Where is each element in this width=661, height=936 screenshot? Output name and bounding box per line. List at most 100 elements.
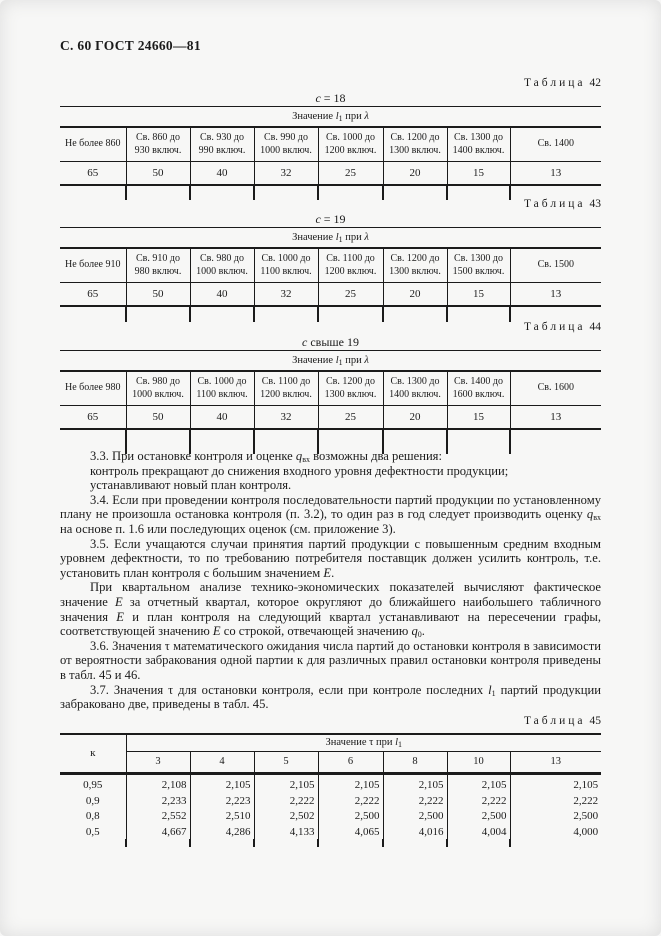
table-header-row: Не более 910 Св. 910 до 980 включ. Св. 9… xyxy=(60,248,602,283)
column-stub xyxy=(382,838,384,847)
paragraph-3-4: 3.4. Если при проведении контроля послед… xyxy=(60,492,601,536)
tau-cell: 2,108 xyxy=(125,773,190,794)
table-value-row: 65 50 40 32 25 20 15 13 xyxy=(60,405,602,430)
table-43: Значение l1 при λ Не более 910 Св. 910 д… xyxy=(60,227,602,322)
column-stub xyxy=(446,429,448,454)
table-header-row: Не более 980 Св. 980 до 1000 включ. Св. … xyxy=(60,371,602,406)
column-stub xyxy=(446,838,448,847)
column-header-cell: Св. 1000 до 1100 включ. xyxy=(189,371,254,406)
tau-cell: 4,065 xyxy=(317,824,383,840)
l1-lambda-table: Значение l1 при λ Не более 980 Св. 980 д… xyxy=(60,350,602,430)
kappa-cell: 0,9 xyxy=(85,794,100,807)
paragraph-3-3: 3.3. При остановке контроля и оценке qвх… xyxy=(90,449,442,464)
column-stub xyxy=(509,306,511,322)
tau-cell: 4,016 xyxy=(382,824,447,840)
span-header-cell: Значение τ при l1 xyxy=(126,732,602,752)
value-cell: 32 xyxy=(253,161,318,186)
table-row: 0,95 2,108 2,105 2,105 2,105 2,105 2,105… xyxy=(60,773,602,794)
column-stub xyxy=(189,306,191,322)
tau-cell: 2,500 xyxy=(317,808,383,825)
value-cell: 13 xyxy=(509,161,602,186)
table-condition-c19: с = 19 xyxy=(315,212,346,226)
column-header-cell: Св. 990 до 1000 включ. xyxy=(253,127,318,162)
value-cell: 25 xyxy=(317,405,383,430)
column-header-cell: Св. 1200 до 1300 включ. xyxy=(317,371,383,406)
column-header-cell: Св. 1400 xyxy=(509,127,602,162)
column-stub xyxy=(125,429,127,454)
table-condition-c-over-19: с свыше 19 xyxy=(302,335,359,349)
column-stub xyxy=(382,185,384,200)
paragraph-3-5-quarterly: При квартальном анализе технико-экономич… xyxy=(60,580,601,640)
column-header-cell: Св. 860 до 930 включ. xyxy=(125,127,190,162)
column-stub xyxy=(509,185,511,200)
value-cell: 40 xyxy=(189,282,254,307)
span-header-cell: Значение l1 при λ xyxy=(60,106,602,128)
tau-cell: 2,233 xyxy=(125,793,190,809)
tau-table: к Значение τ при l1 3 4 5 6 8 10 13 0,95… xyxy=(60,732,602,840)
tau-cell: 2,105 xyxy=(253,773,318,794)
column-stub xyxy=(125,838,127,847)
column-stub xyxy=(382,429,384,454)
tau-cell: 4,667 xyxy=(125,824,190,840)
table-caption-number: 44 xyxy=(589,321,602,333)
column-header-cell: 5 xyxy=(253,751,318,775)
paragraph-3-6: 3.6. Значения τ математического ожидания… xyxy=(60,638,601,682)
column-stub xyxy=(317,429,319,454)
column-stub xyxy=(253,429,255,454)
tau-cell: 2,500 xyxy=(382,808,447,825)
tau-cell: 4,286 xyxy=(189,824,254,840)
tau-cell: 2,552 xyxy=(125,808,190,825)
value-cell: 15 xyxy=(446,282,510,307)
column-header-cell: Св. 910 до 980 включ. xyxy=(125,248,190,283)
tau-cell: 4,133 xyxy=(253,824,318,840)
column-header-cell: Св. 1300 до 1400 включ. xyxy=(382,371,447,406)
tau-cell: 2,222 xyxy=(317,793,383,809)
value-cell: 65 xyxy=(60,161,126,186)
column-header-cell: Св. 1600 xyxy=(509,371,602,406)
column-stub xyxy=(446,306,448,322)
l1-values-header-row: 3 4 5 6 8 10 13 xyxy=(60,751,602,775)
table-caption-43: Таблица 43 xyxy=(60,197,601,211)
table-row: 0,9 2,233 2,223 2,222 2,222 2,222 2,222 … xyxy=(60,793,602,809)
page-header: С. 60 ГОСТ 24660—81 xyxy=(60,38,201,53)
table-caption-45: Таблица 45 xyxy=(60,714,601,728)
table-condition-c18: с = 18 xyxy=(315,91,346,105)
column-header-cell: 3 xyxy=(126,751,190,775)
table-45: к Значение τ при l1 3 4 5 6 8 10 13 0,95… xyxy=(60,732,602,847)
tau-cell: 2,502 xyxy=(253,808,318,825)
column-header-cell: Св. 1400 до 1600 включ. xyxy=(446,371,510,406)
body-text: 3.3. При остановке контроля и оценке qвх… xyxy=(60,449,601,712)
table-caption-word: Таблица xyxy=(523,77,586,89)
column-header-cell: Св. 1300 до 1400 включ. xyxy=(446,127,510,162)
value-cell: 50 xyxy=(125,282,190,307)
l1-lambda-table: Значение l1 при λ Не более 860 Св. 860 д… xyxy=(60,106,602,186)
value-cell: 65 xyxy=(60,282,126,307)
l1-lambda-table: Значение l1 при λ Не более 910 Св. 910 д… xyxy=(60,227,602,307)
paragraph-3-3-option-1: контроль прекращают до снижения входного… xyxy=(90,463,509,478)
kappa-cell: 0,95 xyxy=(83,779,103,792)
tau-cell: 2,105 xyxy=(446,773,510,794)
tau-cell: 4,000 xyxy=(509,824,602,840)
value-cell: 15 xyxy=(446,405,510,430)
paragraph-3-3-option-2: устанавливают новый план контроля. xyxy=(90,478,292,493)
value-cell: 20 xyxy=(382,161,447,186)
paragraph-3-7: 3.7. Значения τ для остановки контроля, … xyxy=(60,682,601,712)
value-cell: 25 xyxy=(317,282,383,307)
column-header-cell: Св. 980 до 1000 включ. xyxy=(189,248,254,283)
tau-cell: 2,222 xyxy=(382,793,447,809)
column-stub xyxy=(125,306,127,322)
tau-cell: 4,004 xyxy=(446,824,510,840)
tau-cell: 2,105 xyxy=(317,773,383,794)
tau-cell: 2,222 xyxy=(509,793,602,809)
table-row: 0,8 2,552 2,510 2,502 2,500 2,500 2,500 … xyxy=(60,808,602,825)
kappa-cell: 0,5 xyxy=(85,825,100,838)
column-stub xyxy=(253,185,255,200)
table-caption-number: 42 xyxy=(589,77,602,89)
table-caption-word: Таблица xyxy=(523,321,586,333)
tau-cell: 2,105 xyxy=(382,773,447,794)
column-header-cell: 6 xyxy=(317,751,383,775)
value-cell: 40 xyxy=(189,161,254,186)
column-header-cell: Не более 860 xyxy=(60,127,126,162)
value-cell: 32 xyxy=(253,405,318,430)
table-caption-44: Таблица 44 xyxy=(60,320,601,334)
